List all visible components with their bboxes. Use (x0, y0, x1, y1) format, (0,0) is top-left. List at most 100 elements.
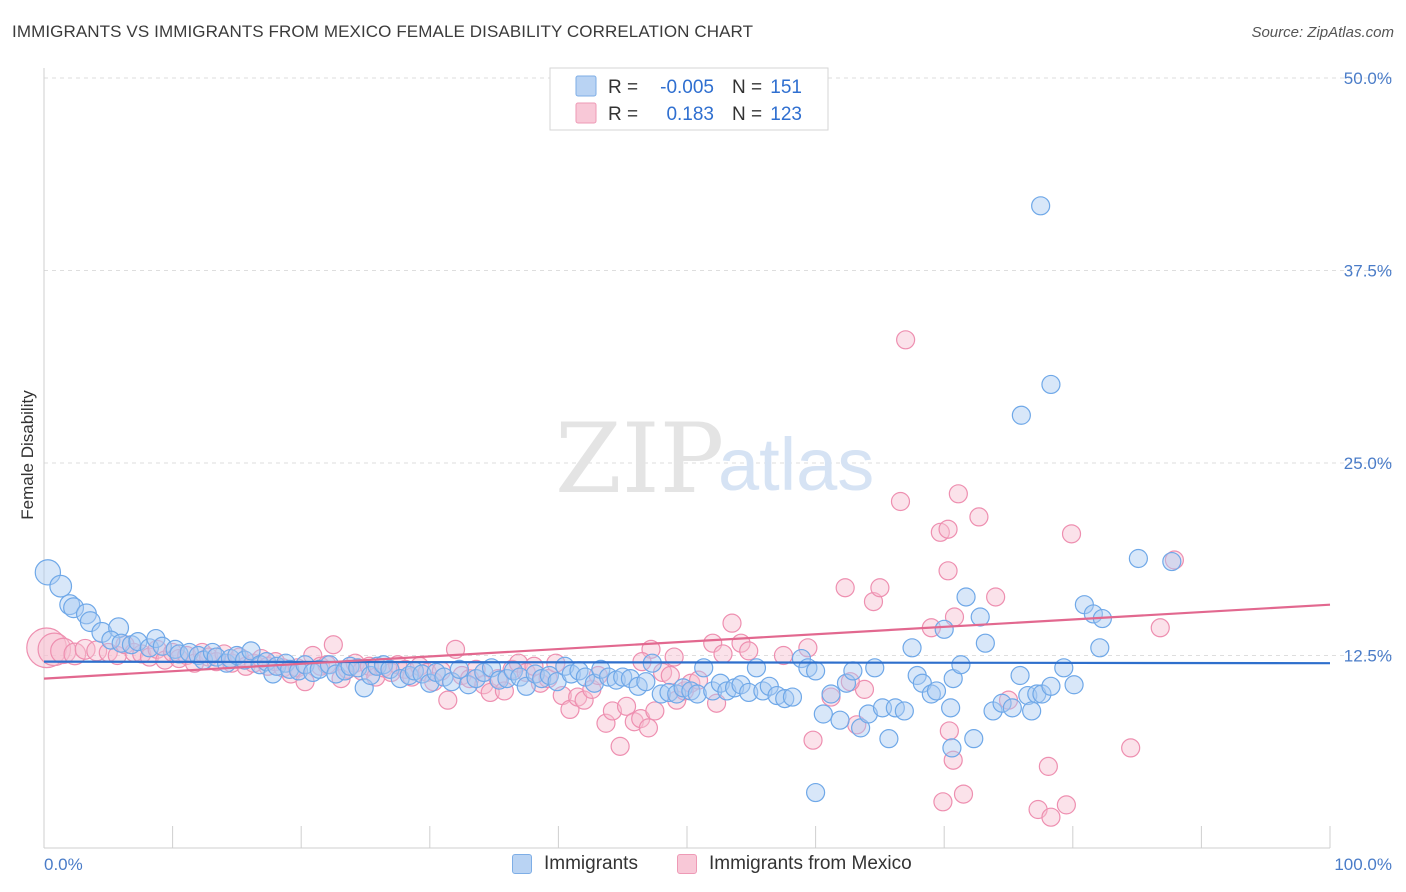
mexico-point (438, 690, 458, 710)
immigrants-point (111, 633, 131, 653)
mexico-point (722, 613, 742, 633)
immigrants-point (964, 729, 984, 749)
legend-item-mexico[interactable]: Immigrants from Mexico (677, 853, 912, 875)
legend-swatch-pink (575, 102, 597, 124)
legend-n-value-2: 123 (770, 104, 802, 125)
mexico-point (803, 730, 823, 750)
immigrants-point (805, 782, 826, 803)
legend-r-label-2: R = (608, 104, 638, 125)
mexico-point (706, 693, 727, 713)
immigrants-point (489, 670, 509, 690)
mexico-point (953, 784, 974, 804)
trend-line-mexico (43, 603, 1331, 680)
immigrants-point (354, 678, 374, 698)
legend-swatch-immigrants (512, 854, 532, 874)
trend-lines (43, 603, 1331, 680)
immigrants-point (1022, 701, 1042, 721)
immigrants-point (836, 673, 857, 693)
mexico-point (986, 587, 1006, 607)
mexico-point (933, 792, 953, 812)
legend-n-label-1: N = (732, 77, 762, 98)
immigrants-point (1064, 675, 1084, 695)
mexico-point (688, 670, 709, 690)
immigrants-point (782, 687, 803, 707)
immigrants-point (458, 675, 478, 695)
mexico-point (660, 665, 680, 686)
mexico-point (835, 578, 855, 598)
legend-label-immigrants: Immigrants (544, 853, 638, 874)
immigrants-point (613, 667, 633, 687)
immigrants-point (902, 638, 922, 658)
mexico-point (713, 644, 733, 664)
mexico-point (74, 638, 96, 660)
y-tick-label: 12.5% (1344, 647, 1392, 666)
immigrants-point (821, 684, 841, 704)
immigrants-point (449, 659, 469, 679)
legend-n-label-2: N = (732, 104, 762, 125)
immigrants-point (942, 738, 962, 758)
immigrants-point (710, 673, 731, 693)
tick-labels: 12.5% 25.0% 37.5% 50.0% 0.0% 100.0% (44, 69, 1392, 874)
immigrants-point (169, 644, 189, 664)
immigrants-point (59, 594, 81, 616)
mexico-point (948, 484, 968, 504)
immigrants-point (146, 628, 166, 649)
immigrants-point (1041, 374, 1061, 395)
immigrants-point (970, 607, 990, 627)
immigrants-point (775, 689, 795, 709)
bottom-legend: Immigrants Immigrants from Mexico (0, 850, 1406, 880)
immigrants-point (34, 559, 62, 586)
trend-line-immigrants (43, 660, 1331, 665)
mexico-point (63, 642, 87, 666)
immigrants-point (703, 681, 723, 701)
legend-item-immigrants[interactable]: Immigrants (512, 853, 638, 875)
legend-r-value-1: -0.005 (660, 77, 714, 98)
legend-label-mexico: Immigrants from Mexico (709, 853, 912, 874)
x-tick-label-min: 0.0% (44, 855, 83, 874)
immigrants-point (1041, 676, 1061, 696)
mexico-point (645, 701, 665, 721)
immigrants-point (532, 668, 552, 689)
source-label: Source: ZipAtlas.com (1251, 24, 1394, 41)
legend-r-label-1: R = (608, 77, 638, 98)
immigrants-point (1010, 665, 1030, 686)
legend-swatch-blue (575, 75, 597, 97)
immigrants-point (49, 574, 73, 598)
mexico-point (596, 713, 616, 733)
series-immigrants-points (34, 196, 1182, 803)
immigrants-point (79, 611, 101, 633)
immigrants-point (1031, 196, 1051, 216)
legend-box: R = -0.005 N = 151 R = 0.183 N = 123 (549, 67, 829, 131)
mexico-point (1041, 807, 1061, 827)
immigrants-point (941, 698, 961, 718)
immigrants-point (951, 655, 971, 675)
immigrants-point (620, 668, 641, 689)
immigrants-point (687, 684, 707, 704)
immigrants-point (659, 682, 679, 703)
mexico-point (616, 696, 637, 716)
grid-lines (44, 77, 1392, 656)
mexico-point (494, 681, 514, 701)
immigrants-point (561, 664, 581, 684)
immigrants-point (717, 681, 737, 701)
mexico-point (602, 701, 623, 721)
watermark-atlas: atlas (718, 423, 874, 506)
watermark-zip: ZIP (555, 403, 724, 515)
immigrants-point (934, 619, 954, 639)
mexico-point (739, 641, 759, 661)
immigrants-point (813, 704, 833, 724)
immigrants-point (651, 684, 671, 704)
immigrants-point (767, 685, 787, 706)
mexico-point (1121, 738, 1141, 758)
mexico-point (1061, 524, 1082, 544)
mexico-point (610, 736, 630, 756)
immigrants-point (805, 661, 826, 681)
immigrants-point (1002, 698, 1022, 718)
mexico-point (574, 690, 594, 710)
immigrants-point (1128, 548, 1148, 569)
immigrants-point (1054, 658, 1074, 678)
legend-r-value-2: 0.183 (666, 104, 714, 125)
immigrants-point (1162, 551, 1182, 572)
immigrants-point (865, 658, 885, 678)
